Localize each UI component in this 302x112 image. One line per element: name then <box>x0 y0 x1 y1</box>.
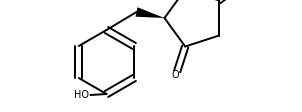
Polygon shape <box>136 7 165 18</box>
Text: HO: HO <box>75 89 89 99</box>
Text: O: O <box>172 70 179 80</box>
